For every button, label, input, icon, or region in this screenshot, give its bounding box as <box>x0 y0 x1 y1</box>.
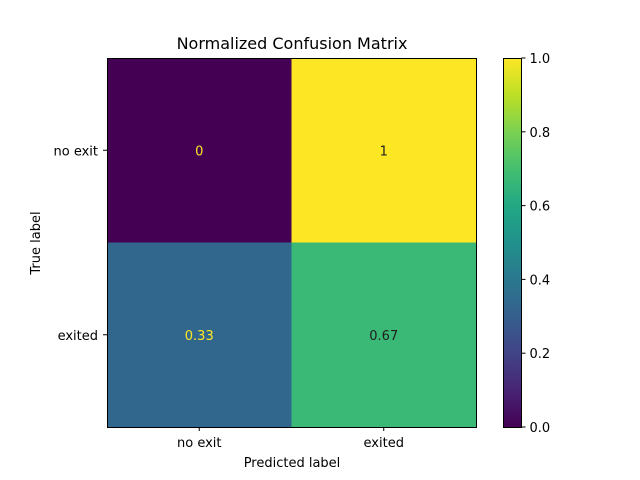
y-axis-label: True label <box>29 211 44 275</box>
y-tick-label: exited <box>58 329 98 344</box>
colorbar <box>503 58 521 427</box>
colorbar-tick-label: 1.0 <box>530 52 551 67</box>
matrix-cell <box>107 242 292 427</box>
colorbar-tick-label: 0.4 <box>530 273 551 288</box>
colorbar-ticks: 0.0 0.2 0.4 0.6 0.8 1.0 <box>521 52 551 436</box>
matrix-value-labels: 0 1 0.33 0.67 <box>185 144 398 344</box>
colorbar-tick-label: 0.0 <box>530 421 551 436</box>
matrix-cell <box>291 58 476 243</box>
chart-title: Normalized Confusion Matrix <box>177 34 408 53</box>
cell-value-label: 0 <box>195 144 203 159</box>
cell-value-label: 0.67 <box>369 329 398 344</box>
y-axis-ticks: no exit exited <box>54 144 107 344</box>
matrix-cell <box>107 58 292 243</box>
x-tick-label: exited <box>364 436 404 451</box>
x-axis-ticks: no exit exited <box>177 427 404 451</box>
x-axis-label: Predicted label <box>244 456 341 471</box>
colorbar-tick-label: 0.8 <box>530 126 551 141</box>
y-tick-label: no exit <box>54 144 99 159</box>
colorbar-tick-label: 0.6 <box>530 200 551 215</box>
cell-value-label: 1 <box>380 144 388 159</box>
matrix-cell <box>291 242 476 427</box>
matrix-cells <box>107 58 476 427</box>
colorbar-frame <box>503 58 522 428</box>
cell-value-label: 0.33 <box>185 329 214 344</box>
x-tick-label: no exit <box>177 436 222 451</box>
colorbar-tick-label: 0.2 <box>530 347 551 362</box>
matrix-frame <box>107 58 477 428</box>
